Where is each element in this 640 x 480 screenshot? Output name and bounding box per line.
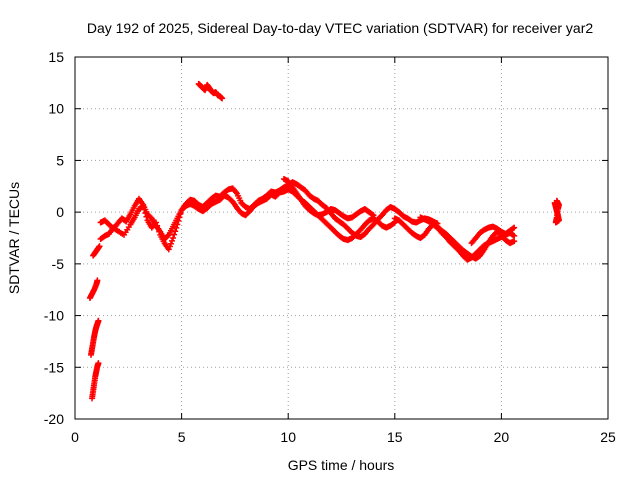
series-seg4 (90, 243, 103, 259)
data-point (511, 232, 518, 239)
x-tick-label: 5 (178, 429, 186, 445)
data-points (86, 80, 562, 402)
data-point (370, 212, 377, 219)
x-tick-label: 25 (600, 429, 616, 445)
series-seg10 (468, 223, 518, 247)
y-tick-label: -15 (44, 359, 64, 375)
y-tick-label: -20 (44, 411, 64, 427)
y-tick-label: 10 (48, 101, 64, 117)
series-seg3 (86, 277, 101, 301)
x-axis-ticks: 0 5 10 15 20 25 (71, 57, 616, 445)
chart-title: Day 192 of 2025, Sidereal Day-to-day VTE… (87, 20, 593, 36)
data-point (169, 237, 176, 244)
data-point (510, 225, 517, 232)
data-point (96, 243, 103, 250)
y-tick-label: 0 (56, 204, 64, 220)
series-seg11 (195, 80, 226, 102)
data-point (167, 240, 174, 247)
series-seg12 (551, 197, 562, 226)
series-seg1 (89, 360, 102, 402)
data-point (510, 232, 517, 239)
data-point (94, 277, 101, 284)
x-tick-label: 10 (280, 429, 296, 445)
series-seg9 (417, 214, 518, 262)
series-seg7 (280, 176, 377, 222)
y-axis-ticks: -20 -15 -10 -5 0 5 10 15 (44, 49, 608, 427)
data-point (390, 220, 397, 227)
data-point (553, 197, 560, 204)
data-point (173, 224, 180, 231)
x-tick-label: 20 (494, 429, 510, 445)
x-tick-label: 15 (387, 429, 403, 445)
data-point (165, 246, 172, 253)
x-tick-label: 0 (71, 429, 79, 445)
data-point (95, 360, 102, 367)
y-tick-label: -10 (44, 308, 64, 324)
data-point (166, 243, 173, 250)
data-point (170, 235, 177, 241)
y-axis-label: SDTVAR / TECUs (6, 182, 22, 294)
y-tick-label: 5 (56, 152, 64, 168)
data-point (171, 231, 178, 238)
data-point (511, 238, 518, 245)
data-point (164, 232, 171, 239)
data-point (511, 224, 518, 231)
y-tick-label: -5 (52, 256, 65, 272)
plot-frame (74, 56, 609, 420)
data-point (369, 211, 376, 218)
y-tick-label: 15 (48, 49, 64, 65)
series-seg2 (87, 317, 102, 358)
data-point (219, 95, 226, 102)
grid-lines (75, 57, 608, 419)
x-axis-label: GPS time / hours (288, 457, 395, 473)
data-point (95, 317, 102, 324)
